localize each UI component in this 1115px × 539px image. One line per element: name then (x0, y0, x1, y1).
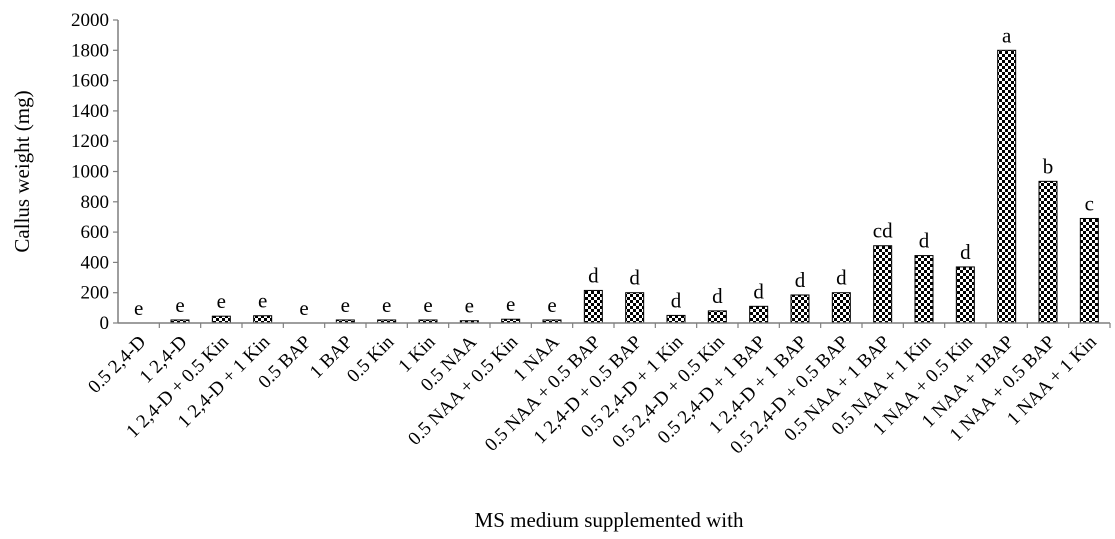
significance-letter: e (382, 293, 391, 317)
bar (873, 245, 893, 324)
significance-letters: e e e e e e e e e e e d d d d d d d cd d d a b c (134, 23, 1094, 320)
significance-letter: e (341, 293, 350, 317)
significance-letter: d (836, 266, 847, 290)
y-tick-label: 2000 (71, 10, 109, 31)
bar (914, 255, 934, 324)
bar (1038, 180, 1058, 324)
bar (749, 305, 769, 324)
bar (790, 294, 810, 324)
y-tick-label: 600 (81, 222, 110, 243)
bar (625, 292, 645, 324)
y-tick-label: 800 (81, 192, 110, 213)
significance-letter: d (712, 284, 723, 308)
y-tick-label: 1800 (71, 40, 109, 61)
x-axis-title: MS medium supplemented with (475, 508, 744, 532)
bar (955, 266, 975, 324)
bar (1079, 217, 1099, 324)
y-tick-label: 1400 (71, 101, 109, 122)
x-tick-label: 0.5 2,4-D (84, 332, 150, 398)
significance-letter: b (1043, 154, 1054, 178)
significance-letter: e (547, 293, 556, 317)
significance-letter: c (1085, 191, 1094, 215)
significance-letter: e (258, 289, 267, 313)
significance-letter: e (465, 294, 474, 318)
y-tick-label: 1000 (71, 162, 109, 183)
significance-letter: e (134, 296, 143, 320)
significance-letter: d (919, 229, 930, 253)
bar (666, 314, 686, 324)
y-tick-label: 400 (81, 252, 110, 273)
significance-letter: d (671, 288, 682, 312)
significance-letter: e (175, 293, 184, 317)
bar (253, 315, 273, 324)
bar (831, 292, 851, 324)
significance-letter: cd (873, 219, 893, 243)
significance-letter: e (299, 296, 308, 320)
significance-letter: e (217, 289, 226, 313)
bar (583, 289, 603, 324)
significance-letter: d (960, 240, 971, 264)
significance-letter: d (588, 263, 599, 287)
y-tick-label: 1600 (71, 71, 109, 92)
significance-letter: e (506, 292, 515, 316)
y-tick-label: 0 (100, 313, 110, 334)
y-axis-title: Callus weight (mg) (10, 90, 34, 252)
y-tick-label: 1200 (71, 131, 109, 152)
significance-letter: e (423, 293, 432, 317)
y-tick-label: 200 (81, 283, 110, 304)
significance-letter: a (1002, 23, 1012, 47)
significance-letter: d (795, 268, 806, 292)
significance-letter: d (753, 279, 764, 303)
significance-letter: d (629, 266, 640, 290)
bar (707, 310, 727, 324)
y-axis-ticks: 0 200 400 600 800 1000 1200 1400 1600 1800 2000 (71, 10, 118, 334)
x-tick-label: 0.5 Kin (343, 331, 399, 387)
bar (997, 49, 1017, 324)
bar (211, 315, 231, 324)
bars (170, 49, 1099, 324)
